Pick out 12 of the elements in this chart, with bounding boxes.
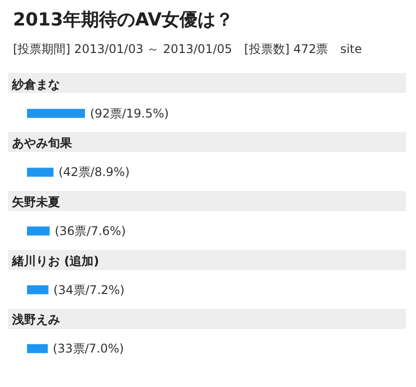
data-label: (33票/7.0%) bbox=[52, 342, 124, 356]
data-label: (42票/8.9%) bbox=[58, 165, 130, 180]
text: 2013年期待のAV女優は？ bbox=[13, 10, 234, 30]
data-label: (34票/7.2%) bbox=[53, 282, 125, 297]
text: [投票期間] 2013/01/03 ～ 2013/01/05 [投票数] 472票 site bbox=[13, 42, 362, 56]
data-label: (92票/19.5%) bbox=[90, 106, 169, 120]
y-tick-label: 紗倉まな bbox=[11, 77, 60, 92]
data-label: (36票/7.6%) bbox=[54, 224, 126, 238]
y-tick-label: あやみ旬果 bbox=[12, 136, 73, 150]
y-tick-label: 緒川りお (追加) bbox=[11, 254, 100, 268]
y-tick-label: 浅野えみ bbox=[11, 312, 60, 327]
y-tick-label: 矢野未夏 bbox=[11, 195, 60, 209]
